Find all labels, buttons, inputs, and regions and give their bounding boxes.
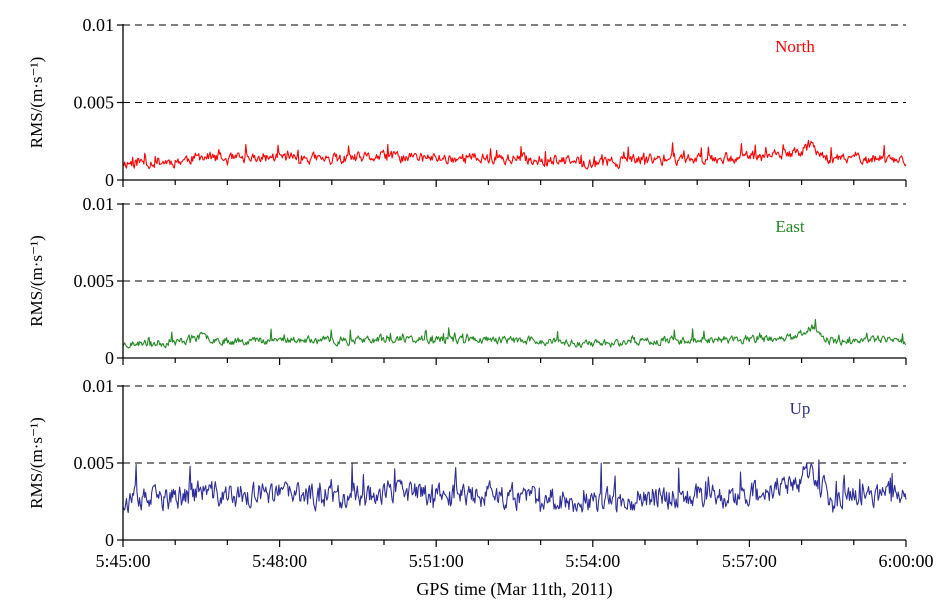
x-tick-label: 5:45:00 (95, 551, 150, 571)
up-y-tick-label: 0.005 (74, 453, 115, 473)
x-axis-label: GPS time (Mar 11th, 2011) (416, 579, 612, 600)
x-tick-label: 5:57:00 (722, 551, 777, 571)
north-y-axis-label: RMS/(m·s⁻¹) (27, 57, 46, 149)
up-y-axis-label: RMS/(m·s⁻¹) (27, 417, 46, 509)
north-y-tick-label: 0.005 (74, 93, 115, 113)
north-y-tick-label: 0.01 (83, 15, 115, 35)
x-tick-label: 5:54:00 (565, 551, 620, 571)
up-series-line (122, 459, 907, 514)
north-series-line (123, 139, 907, 170)
x-tick-label: 5:51:00 (409, 551, 464, 571)
up-y-tick-label: 0.01 (83, 376, 115, 396)
x-tick-label: 5:48:00 (252, 551, 307, 571)
east-y-tick-label: 0.005 (74, 271, 115, 291)
east-y-tick-label: 0 (105, 348, 114, 368)
up-series-label: Up (790, 399, 811, 418)
x-tick-label: 6:00:00 (878, 551, 933, 571)
north-y-tick-label: 0 (105, 170, 114, 190)
north-series-label: North (775, 37, 815, 56)
up-y-tick-label: 0 (105, 530, 114, 550)
east-y-tick-label: 0.01 (83, 194, 115, 214)
east-y-axis-label: RMS/(m·s⁻¹) (27, 235, 46, 327)
east-series-line (122, 318, 907, 349)
east-series-label: East (775, 217, 805, 236)
